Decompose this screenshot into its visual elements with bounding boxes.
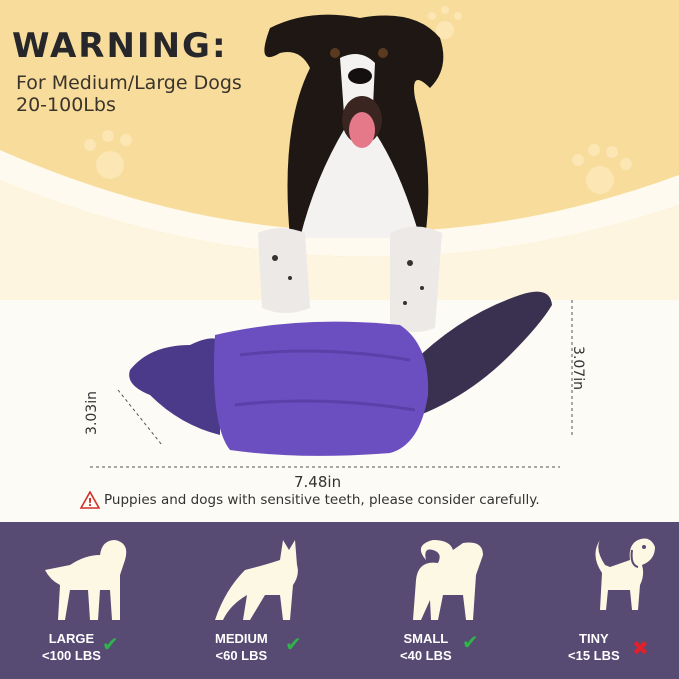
caution-note: ! Puppies and dogs with sensitive teeth,… [80,491,540,509]
tiny-dog-icon [535,535,679,625]
size-label-medium: MEDIUM <60 LBS [215,631,268,663]
warning-title: WARNING: [12,26,228,66]
size-label-tiny: TINY <15 LBS [568,631,620,663]
white-curve-band [0,6,679,300]
warning-line-1: For Medium/Large Dogs [16,72,242,94]
check-icon: ✔ [462,630,479,654]
dimension-lines [90,300,573,468]
diameter-dimension: 3.03in [83,391,100,435]
large-dog-icon [5,535,155,625]
width-dimension: 7.48in [294,473,342,491]
size-label-large: LARGE <100 LBS [42,631,101,663]
svg-text:!: ! [87,496,92,509]
check-icon: ✔ [285,632,302,656]
small-dog-icon [363,535,513,625]
medium-dog-icon [180,535,330,625]
warning-triangle-icon: ! [80,491,100,509]
cross-icon: ✖ [632,636,649,660]
warning-subtitle: For Medium/Large Dogs 20-100Lbs [16,72,242,116]
paw-print-icon [84,6,632,194]
size-label-small: SMALL <40 LBS [400,631,452,663]
caution-text: Puppies and dogs with sensitive teeth, p… [104,492,540,508]
height-dimension: 3.07in [569,346,586,390]
purple-chew-toy [129,291,552,456]
dog-photo [258,14,444,332]
warning-line-2: 20-100Lbs [16,94,116,116]
check-icon: ✔ [102,632,119,656]
